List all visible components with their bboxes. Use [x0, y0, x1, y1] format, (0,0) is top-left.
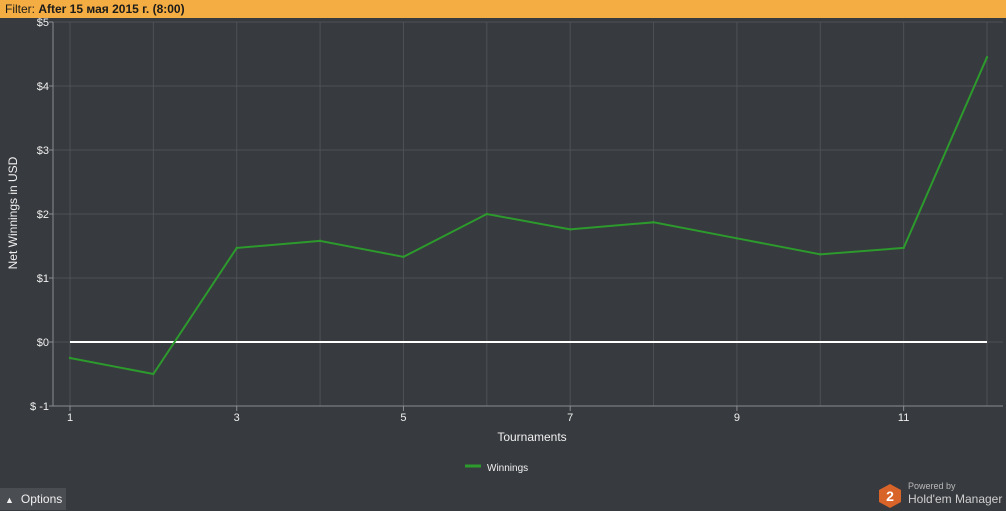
x-tick-label: 3 [234, 412, 240, 424]
data-point [735, 237, 739, 240]
filter-label: Filter: [5, 2, 35, 16]
filter-bar: Filter: After 15 мая 2015 г. (8:00) [0, 0, 1006, 18]
winnings-chart: $ -1 $0 $1 $2 $3 $4 $5 1 3 5 7 9 11 Tournaments Net… [6, 17, 1003, 474]
y-axis-title: Net Winnings in USD [6, 156, 20, 269]
badge-number: 2 [886, 488, 894, 504]
legend[interactable]: Winnings [465, 463, 528, 474]
y-tick-label: $1 [37, 273, 49, 285]
x-tick-labels: 1 3 5 7 9 11 [67, 412, 909, 424]
data-point [819, 253, 822, 256]
data-point [402, 255, 405, 259]
y-tick-label: $2 [37, 209, 49, 221]
y-tick-label: $ -1 [30, 401, 49, 413]
options-button[interactable]: ▲ Options [0, 488, 66, 510]
data-point [318, 239, 322, 243]
x-tick-label: 9 [734, 412, 740, 424]
options-label: Options [20, 492, 63, 506]
powered-by-text: Powered by [908, 481, 956, 491]
x-tick-label: 5 [400, 412, 406, 424]
x-tick-label: 11 [898, 412, 909, 424]
legend-label-winnings[interactable]: Winnings [487, 463, 528, 474]
x-tick-label: 1 [67, 412, 73, 424]
hem-badge-icon: 2 [879, 484, 901, 508]
chevron-up-icon: ▲ [5, 495, 14, 505]
y-tick-label: $4 [37, 81, 49, 93]
y-tick-label: $5 [37, 17, 49, 29]
winnings-series-line [69, 56, 988, 376]
data-point [152, 372, 155, 376]
filter-value: After 15 мая 2015 г. (8:00) [38, 2, 185, 16]
y-tick-label: $0 [37, 337, 49, 349]
powered-by-logo: 2 Powered by Hold'em Manager [879, 481, 1006, 510]
y-tick-label: $3 [37, 145, 49, 157]
x-axis-title: Tournaments [497, 430, 566, 444]
data-point [568, 228, 572, 231]
data-points [68, 56, 989, 376]
y-tick-labels: $ -1 $0 $1 $2 $3 $4 $5 [30, 17, 49, 413]
data-point [652, 221, 655, 224]
data-point [902, 246, 905, 250]
data-point [985, 56, 989, 59]
data-point [68, 356, 72, 360]
product-name: Hold'em Manager [908, 492, 1003, 506]
data-point [485, 212, 489, 216]
axes-layer [49, 21, 1003, 411]
data-point [235, 246, 238, 250]
x-tick-label: 7 [567, 412, 573, 424]
grid-layer [53, 21, 1003, 407]
